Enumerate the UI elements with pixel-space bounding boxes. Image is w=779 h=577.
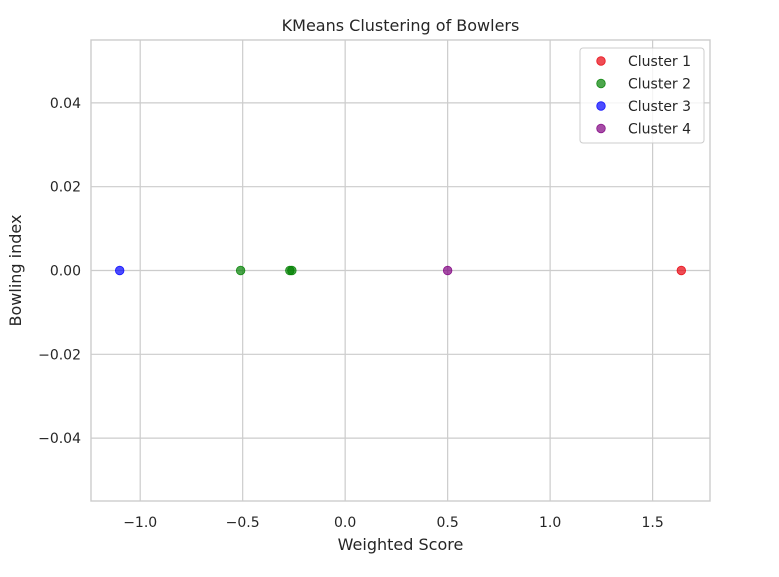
legend-marker xyxy=(596,101,606,111)
x-tick-labels: −1.0 −0.5 0.0 0.5 1.0 1.5 xyxy=(123,515,664,531)
x-tick-label: 0.5 xyxy=(437,515,459,531)
data-points xyxy=(114,265,687,276)
y-axis-label: Bowling index xyxy=(6,215,25,327)
cluster-2-point xyxy=(287,265,297,276)
plot-area-frame xyxy=(90,39,711,502)
legend-label: Cluster 2 xyxy=(628,77,691,93)
legend: Cluster 1 Cluster 2 Cluster 3 Cluster 4 xyxy=(579,47,705,144)
cluster-3-point xyxy=(114,265,125,276)
x-tick-label: −0.5 xyxy=(226,515,260,531)
legend-marker xyxy=(596,56,606,66)
cluster-1-point xyxy=(676,265,687,276)
legend-marker xyxy=(596,78,606,89)
x-axis-label: Weighted Score xyxy=(338,535,464,554)
y-tick-label: −0.02 xyxy=(38,347,81,363)
legend-label: Cluster 3 xyxy=(628,99,691,115)
legend-label: Cluster 1 xyxy=(628,54,691,70)
legend-marker xyxy=(596,123,606,134)
y-tick-label: 0.04 xyxy=(50,96,81,112)
x-tick-label: 1.5 xyxy=(641,515,663,531)
y-tick-label: 0.02 xyxy=(50,180,81,196)
y-tick-label: 0.00 xyxy=(50,264,81,280)
chart-title: KMeans Clustering of Bowlers xyxy=(282,16,520,35)
cluster-4-point xyxy=(442,265,453,276)
y-tick-labels: 0.04 0.02 0.00 −0.02 −0.04 xyxy=(38,96,81,447)
x-tick-label: 1.0 xyxy=(539,515,561,531)
y-tick-label: −0.04 xyxy=(38,431,81,447)
legend-box xyxy=(579,47,705,144)
cluster-2-point xyxy=(235,265,246,276)
x-tick-label: 0.0 xyxy=(334,515,356,531)
x-tick-label: −1.0 xyxy=(123,515,157,531)
legend-label: Cluster 4 xyxy=(628,122,691,138)
